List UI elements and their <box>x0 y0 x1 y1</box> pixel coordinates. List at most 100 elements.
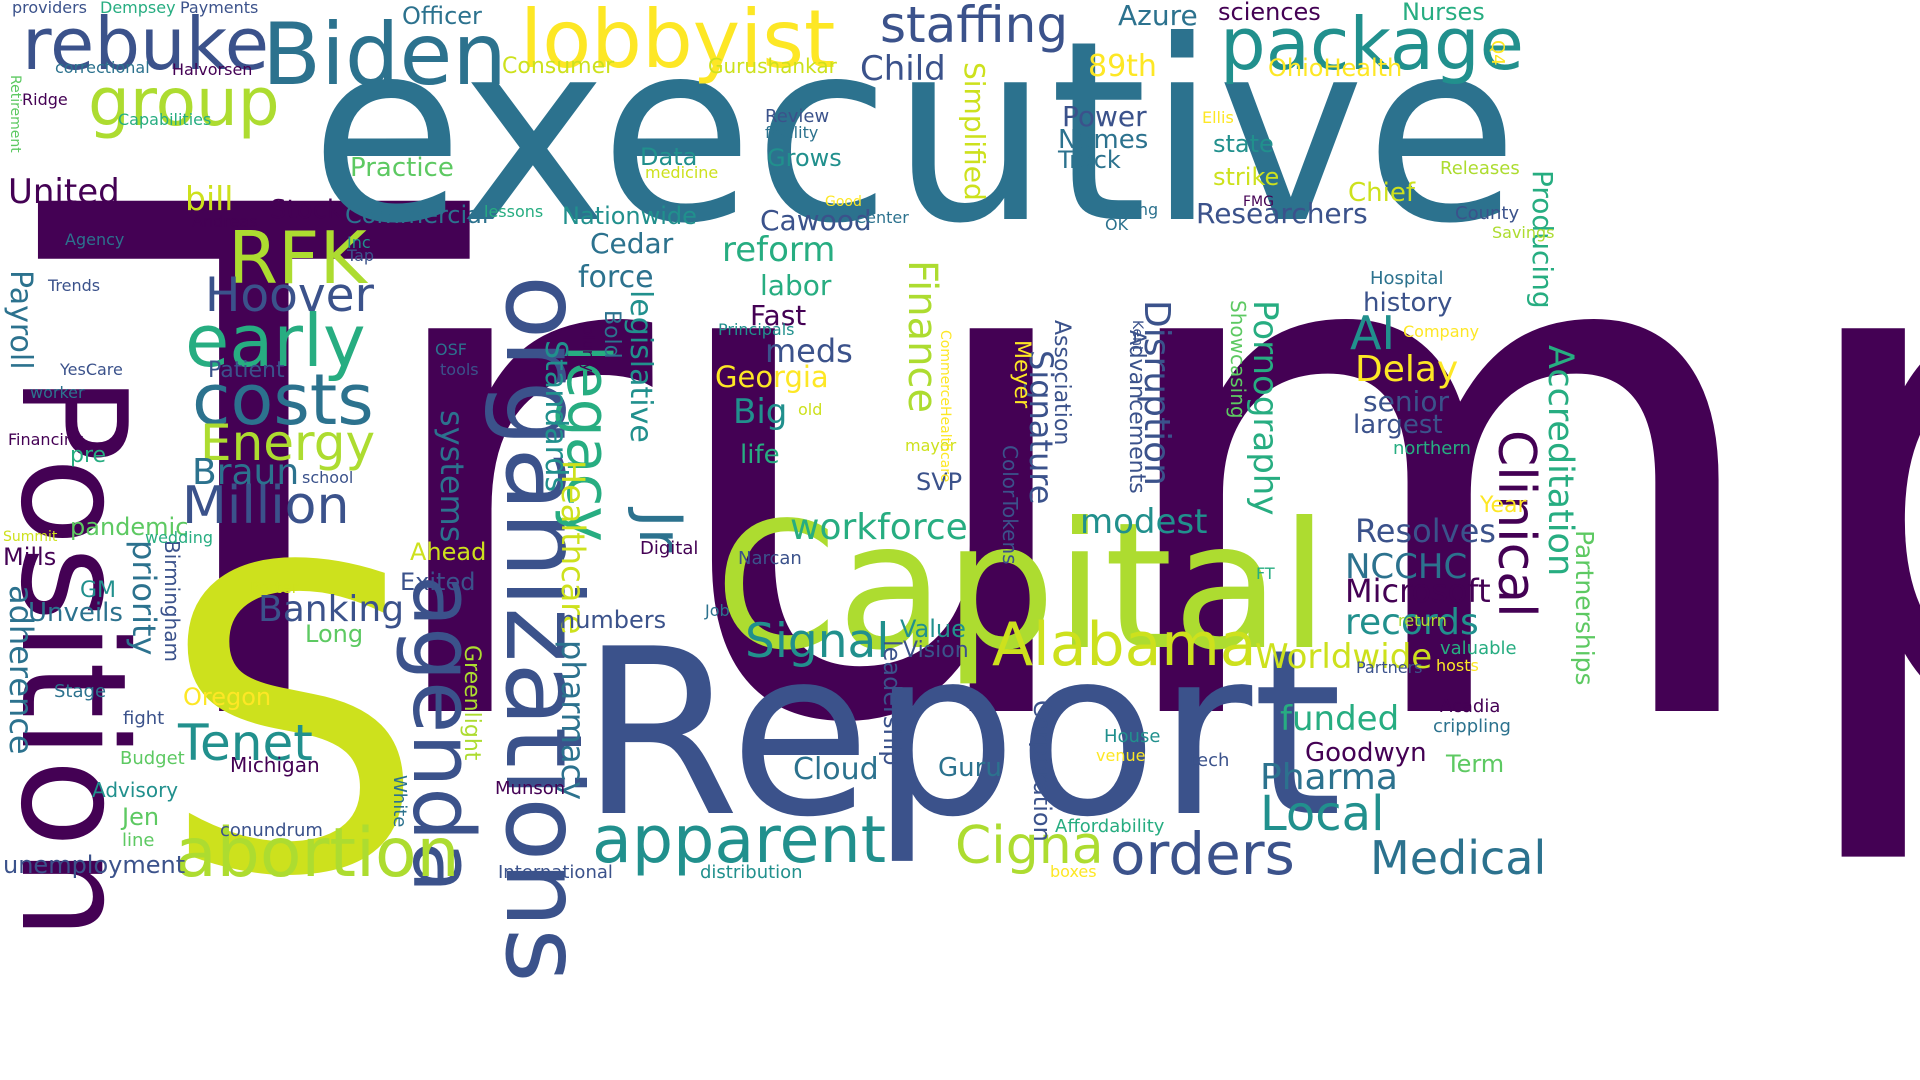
word-azure: Azure <box>1118 0 1198 32</box>
word-tools: tools <box>440 360 479 379</box>
word-package: package <box>1220 2 1524 86</box>
word-payments: Payments <box>180 0 259 17</box>
word-acadia: Acadia <box>1440 696 1501 717</box>
word-track: Track <box>1058 146 1121 174</box>
word-fight: fight <box>123 708 165 729</box>
word-biden: Biden <box>262 5 507 105</box>
word-conundrum: conundrum <box>220 820 323 841</box>
word-consumer: Consumer <box>502 54 615 79</box>
word-savings: Savings <box>1492 223 1555 242</box>
word-signal: Signal <box>745 614 890 669</box>
word-tenet: Tenet <box>178 714 313 772</box>
word-nurses: Nurses <box>1402 0 1485 26</box>
word-rebuke: rebuke <box>22 2 270 86</box>
word-partnerships: Partnerships <box>1570 530 1599 686</box>
word-boxes: boxes <box>1050 862 1097 881</box>
word-commercial: Commercial <box>345 201 489 229</box>
word-labor: labor <box>760 269 832 302</box>
word-term: Term <box>1446 750 1505 778</box>
word-fmg: FMG <box>1243 194 1274 210</box>
word-trump: Trump <box>40 62 1920 877</box>
word-releases: Releases <box>1440 158 1520 179</box>
word-hospital: Hospital <box>1370 268 1444 289</box>
word-pandemic: pandemic <box>70 513 189 541</box>
word-rfk: RFK <box>228 216 367 300</box>
word-northern: northern <box>1393 438 1471 459</box>
word-worker: worker <box>30 383 85 402</box>
word-affordability: Affordability <box>1055 816 1165 837</box>
word-distribution: distribution <box>700 862 803 883</box>
word-patient: Patient <box>208 358 285 383</box>
word-abortion: abortion <box>175 814 460 893</box>
word-life: life <box>740 440 780 470</box>
word-delay: Delay <box>1355 349 1459 390</box>
word-modest: modest <box>1080 502 1208 542</box>
word-review: Review <box>765 106 830 127</box>
word-big: Big <box>733 392 788 432</box>
word-munson: Munson <box>495 778 566 799</box>
word-association: Association <box>1049 320 1074 446</box>
word-chief: Chief <box>1348 178 1416 208</box>
word-bold: Bold <box>599 310 624 359</box>
word-company: Company <box>1403 322 1480 341</box>
word-good: Good <box>825 194 862 210</box>
word-report: Report <box>580 601 1343 868</box>
word-pornography: Pornography <box>1245 300 1285 516</box>
word-old: old <box>798 400 823 419</box>
word-worldwide: Worldwide <box>1255 637 1433 677</box>
word-ahead: Ahead <box>410 538 487 566</box>
word-ellis: Ellis <box>1202 108 1234 127</box>
word-capital: Capital <box>715 486 1329 689</box>
word-energy: Energy <box>200 414 376 472</box>
word-names: Names <box>1058 125 1149 155</box>
word-exited: Exited <box>400 568 476 596</box>
word-researchers: Researchers <box>1196 197 1368 230</box>
word-narcan: Narcan <box>738 548 802 569</box>
word-osf: OSF <box>435 340 467 359</box>
word-greenlight: Greenlight <box>459 645 484 761</box>
word-ai: AI <box>1350 306 1396 360</box>
word-tap: Tap <box>347 246 375 265</box>
word-long: Long <box>305 620 364 648</box>
word-pharmacy: pharmacy <box>554 640 592 801</box>
word-digital: Digital <box>640 538 699 559</box>
word-dempsey: Dempsey <box>100 0 176 17</box>
word-s: S <box>160 480 427 969</box>
word-gurushankar: Gurushankar <box>708 54 837 78</box>
word-hosts: hosts <box>1436 656 1479 675</box>
word-numbers: numbers <box>560 606 667 634</box>
word-georgia: Georgia <box>715 360 829 394</box>
word-hoover: Hoover <box>205 268 374 323</box>
word-unemployment: unemployment <box>3 851 186 879</box>
word-largest: largest <box>1353 410 1443 440</box>
word-colortokens: ColorTokens <box>998 445 1022 565</box>
word-principals: Principals <box>718 320 795 339</box>
word-financing: Financing <box>8 430 85 449</box>
word-facility: facility <box>765 123 819 142</box>
word-early: early <box>185 299 366 383</box>
word-million: Million <box>182 476 350 536</box>
word-trends: Trends <box>48 276 101 295</box>
word-agency: Agency <box>65 230 125 249</box>
word-ridge: Ridge <box>22 90 68 109</box>
word-advisory: Advisory <box>92 778 179 802</box>
word-gm: GM <box>80 578 117 603</box>
word-pharma: Pharma <box>1260 757 1398 798</box>
word-leading: Leading <box>1095 200 1159 219</box>
word-cigna: Cigna <box>955 816 1104 876</box>
word-venue: venue <box>1096 746 1146 765</box>
word-meyer: Meyer <box>1009 340 1034 409</box>
word-staffing: staffing <box>880 0 1069 54</box>
word-lessons: lessons <box>484 202 544 221</box>
word-oregon: Oregon <box>183 683 272 711</box>
word-medicine: medicine <box>645 163 719 182</box>
word-priority: priority <box>125 540 163 656</box>
word-executive: executive <box>310 0 1519 278</box>
word-wedding: wedding <box>145 528 213 547</box>
word-center: Center <box>855 208 909 227</box>
word-value: Value <box>900 615 966 643</box>
word-bill: bill <box>185 179 234 218</box>
word-providers: providers <box>12 0 87 17</box>
word-q4: Q4 <box>1487 40 1508 66</box>
word-valuable: valuable <box>1440 638 1517 659</box>
